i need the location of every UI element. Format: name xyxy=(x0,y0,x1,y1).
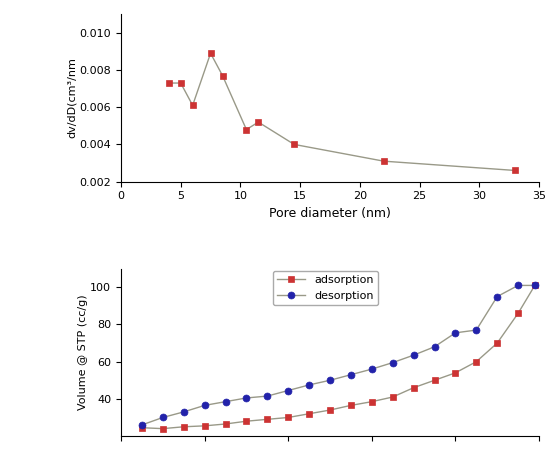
adsorption xyxy=(160,426,166,431)
adsorption xyxy=(431,377,438,383)
X-axis label: Pore diameter (nm): Pore diameter (nm) xyxy=(269,207,391,220)
Line: desorption: desorption xyxy=(139,282,538,428)
desorption xyxy=(431,344,438,350)
adsorption xyxy=(531,283,538,288)
desorption xyxy=(410,352,417,358)
adsorption xyxy=(180,424,187,429)
desorption xyxy=(494,294,501,300)
desorption xyxy=(201,402,208,408)
adsorption xyxy=(139,425,145,430)
desorption xyxy=(264,393,271,399)
Line: adsorption: adsorption xyxy=(139,283,537,431)
adsorption xyxy=(473,359,480,365)
adsorption xyxy=(348,402,354,408)
desorption xyxy=(531,283,538,288)
Y-axis label: Volume @ STP (cc/g): Volume @ STP (cc/g) xyxy=(78,294,87,410)
desorption xyxy=(243,395,250,401)
adsorption xyxy=(515,310,521,316)
desorption xyxy=(348,372,354,378)
desorption xyxy=(452,330,459,336)
desorption xyxy=(160,415,166,420)
adsorption xyxy=(285,415,292,420)
desorption xyxy=(285,388,292,393)
desorption xyxy=(306,382,312,388)
adsorption xyxy=(494,340,501,346)
desorption xyxy=(327,377,333,383)
Y-axis label: dv/dD(cm³/nm: dv/dD(cm³/nm xyxy=(67,57,77,138)
adsorption xyxy=(368,399,375,404)
adsorption xyxy=(264,417,271,422)
desorption xyxy=(389,360,396,365)
Legend: adsorption, desorption: adsorption, desorption xyxy=(273,271,378,305)
desorption xyxy=(473,327,480,333)
adsorption xyxy=(327,407,333,413)
adsorption xyxy=(201,423,208,428)
adsorption xyxy=(222,421,229,427)
adsorption xyxy=(243,419,250,424)
desorption xyxy=(368,366,375,372)
desorption xyxy=(515,283,521,288)
adsorption xyxy=(306,411,312,417)
adsorption xyxy=(410,385,417,391)
adsorption xyxy=(452,370,459,376)
desorption xyxy=(180,409,187,415)
desorption xyxy=(139,422,145,428)
adsorption xyxy=(389,394,396,400)
desorption xyxy=(222,399,229,404)
